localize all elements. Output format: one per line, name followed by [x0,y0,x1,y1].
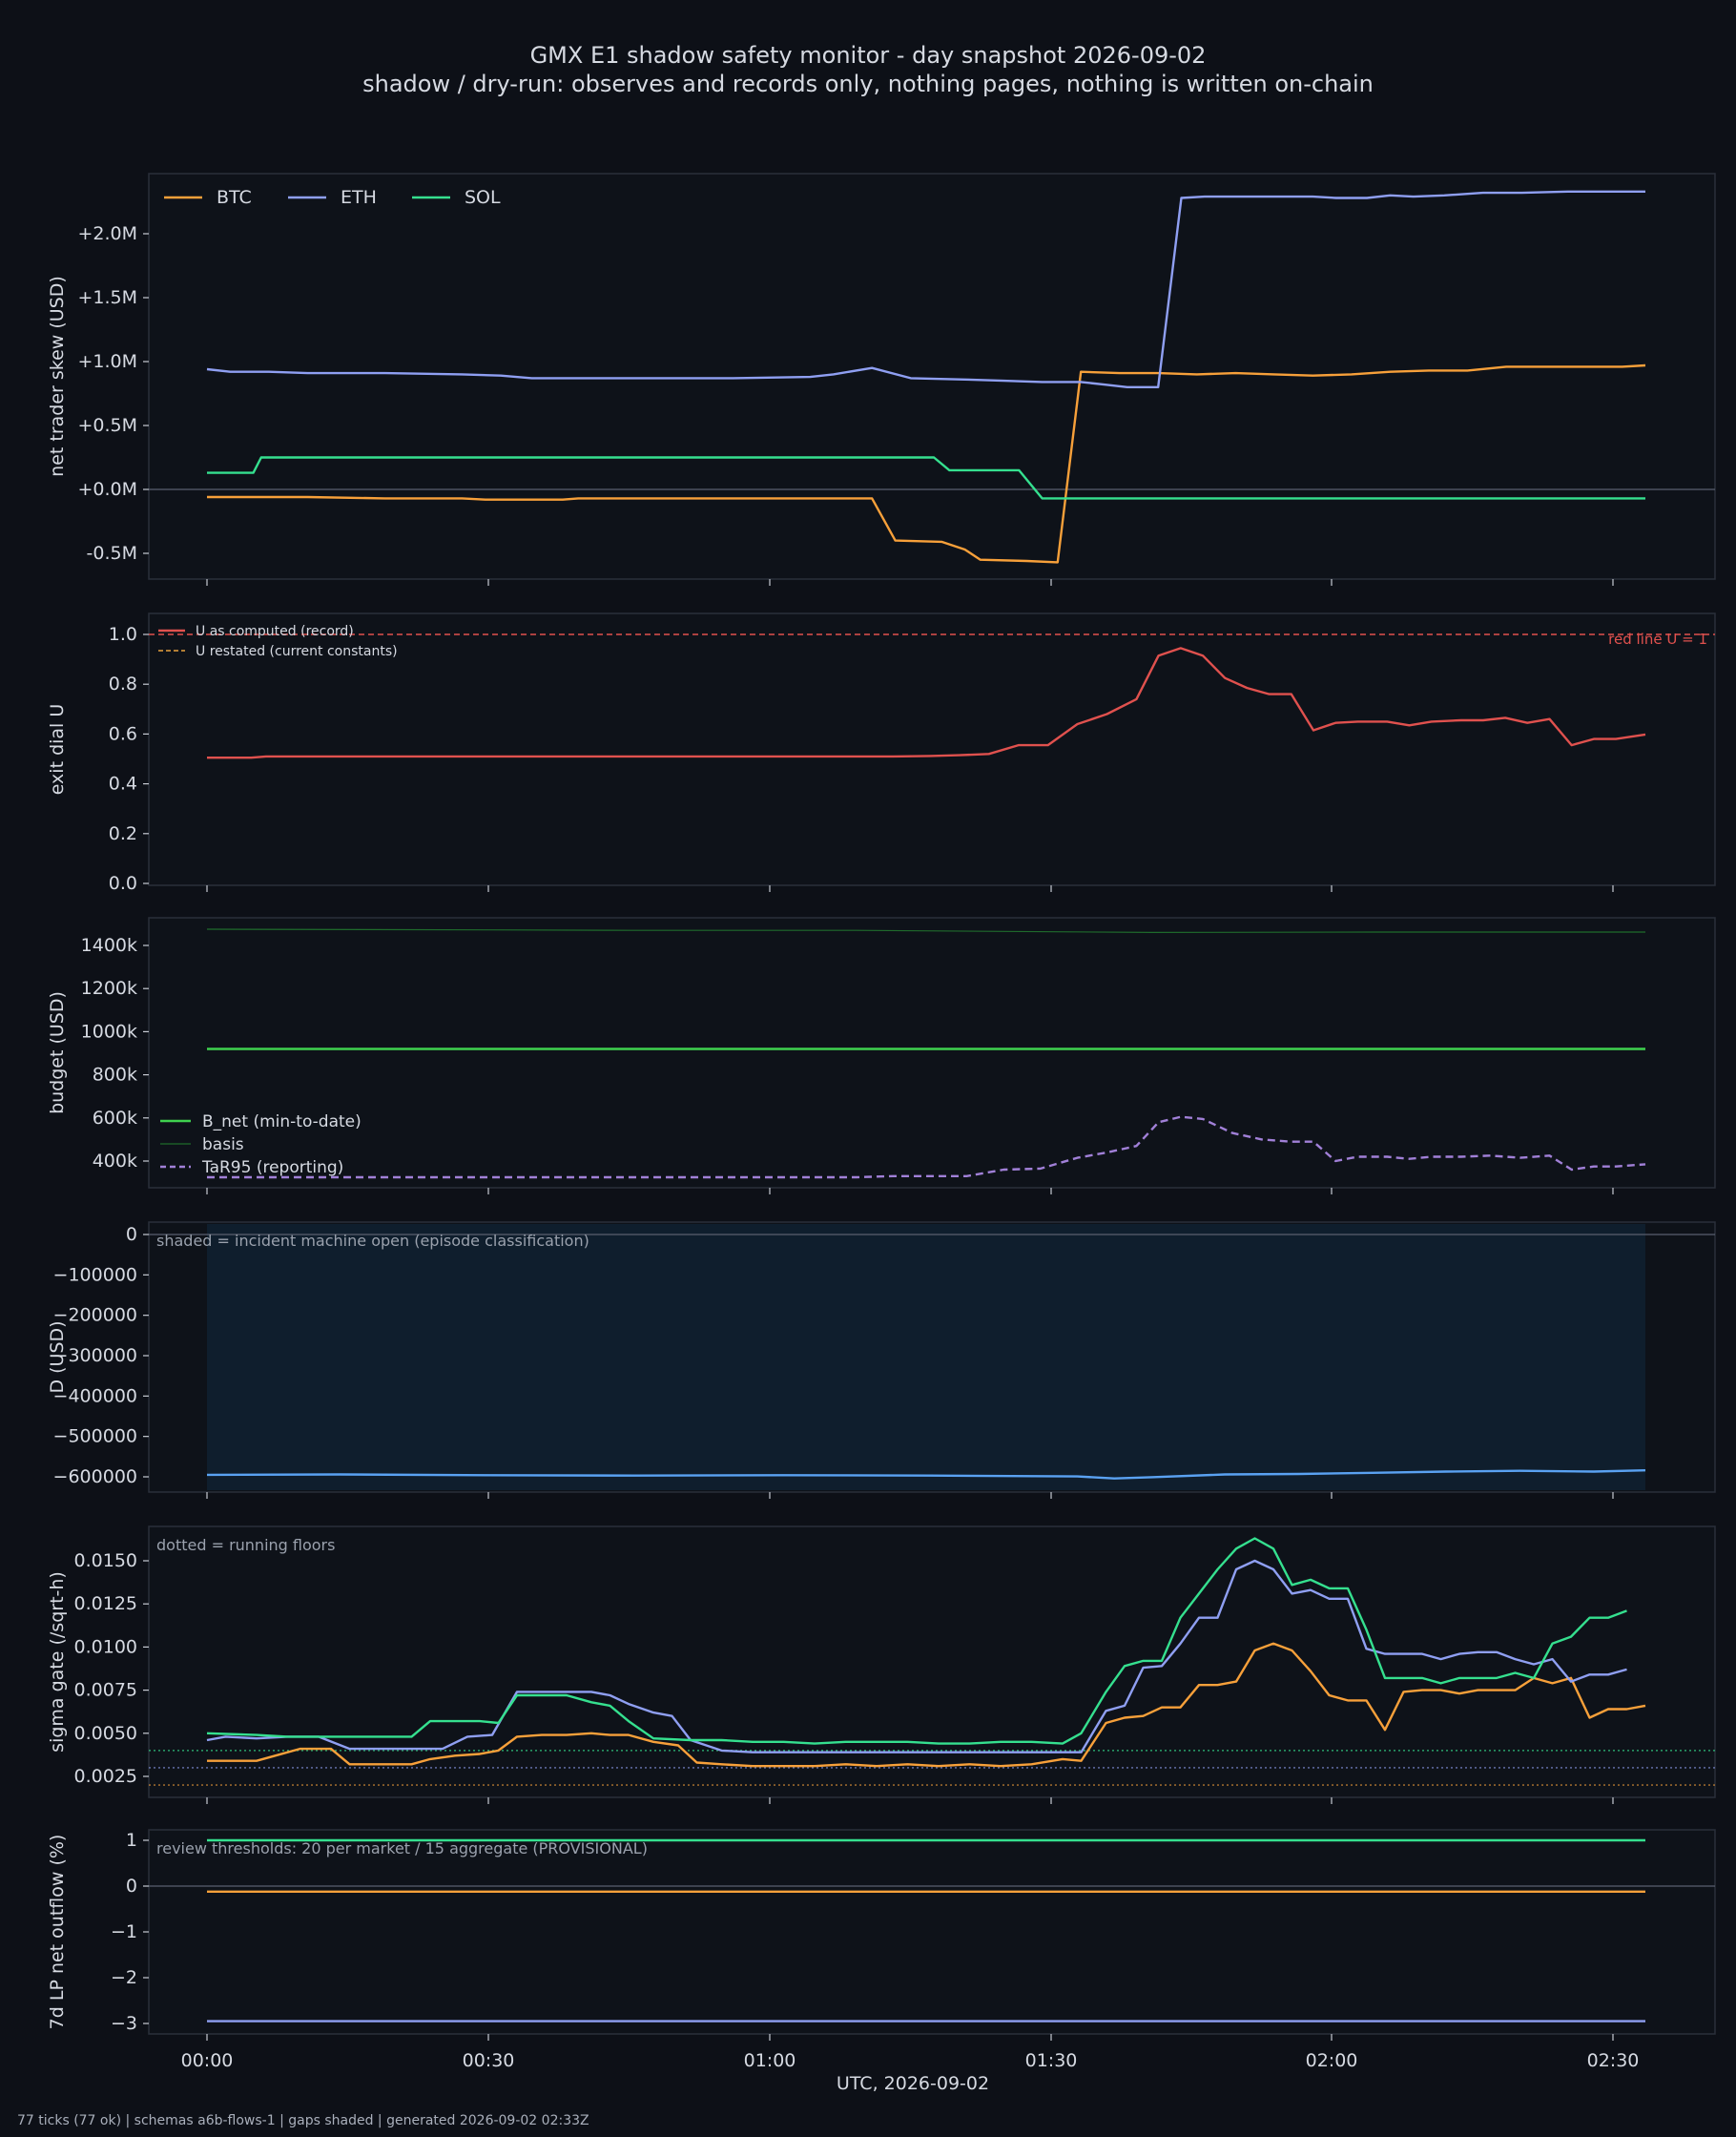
y-tick-label: 0 [126,1224,137,1245]
chart-title: GMX E1 shadow safety monitor - day snaps… [529,42,1207,69]
y-tick-label: 0.2 [109,823,137,844]
legend-label: U as computed (record) [196,624,354,639]
y-tick-label: 400k [93,1151,137,1172]
series-line-eth [206,190,1645,388]
y-tick-label: −500000 [53,1426,137,1447]
panel-note: review thresholds: 20 per market / 15 ag… [156,1839,648,1857]
y-tick-label: −3 [111,2013,137,2034]
panel-frame [148,1525,1716,1798]
panel-note: dotted = running floors [156,1536,335,1554]
series-line-sol [206,1537,1627,1745]
y-tick-label: −100000 [53,1264,137,1285]
series-line-btc [207,363,1646,564]
legend-label: B_net (min-to-date) [202,1112,362,1131]
legend-label: TaR95 (reporting) [201,1158,343,1177]
y-tick-label: 1400k [81,935,137,956]
y-tick-label: −400000 [53,1385,137,1406]
incident-shade [207,1224,1645,1490]
y-tick-label: 0.8 [109,674,137,695]
y-tick-label: 0.0050 [74,1723,137,1744]
y-tick-label: -0.5M [87,543,137,564]
y-tick-label: 0.6 [109,723,137,744]
y-tick-label: 1 [126,1830,137,1851]
series-line-tar95-reporting- [207,1115,1646,1179]
y-tick-label: 600k [93,1108,137,1129]
series-line-d [206,1469,1646,1480]
series-line-basis [206,928,1645,933]
y-tick-label: +0.0M [77,479,137,500]
panel-frame [148,1829,1716,2035]
y-tick-label: 0.4 [109,774,137,795]
y-axis-label: budget (USD) [47,991,68,1114]
y-tick-label: +0.5M [77,415,137,436]
x-axis-label: UTC, 2026-09-02 [837,2073,989,2094]
y-tick-label: 0.0150 [74,1550,137,1571]
series-line-u-as-computed-record- [207,647,1646,759]
footer-status: 77 ticks (77 ok) | schemas a6b-flows-1 |… [17,2113,589,2128]
y-axis-label: sigma gate (/sqrt-h) [47,1571,68,1753]
legend-label: basis [202,1135,244,1154]
y-tick-label: +2.0M [77,223,137,244]
legend-label: SOL [465,187,501,208]
y-tick-label: 0.0125 [74,1593,137,1614]
y-tick-label: −1 [111,1921,137,1942]
y-tick-label: 0.0075 [74,1680,137,1701]
y-tick-label: +1.5M [77,287,137,308]
y-tick-label: 1.0 [109,624,137,645]
y-tick-label: 0.0 [109,873,137,894]
x-tick-label: 01:00 [744,2050,796,2071]
y-tick-label: 1200k [81,978,137,999]
chart-subtitle: shadow / dry-run: observes and records o… [362,71,1374,97]
y-tick-label: +1.0M [77,351,137,372]
y-tick-label: 1000k [81,1021,137,1042]
y-axis-label: D (USD) [47,1320,68,1393]
y-axis-label: net trader skew (USD) [47,276,68,477]
y-tick-label: −200000 [53,1305,137,1326]
panel-frame [148,612,1716,886]
series-line-btc [207,1642,1646,1768]
x-tick-label: 02:00 [1306,2050,1358,2071]
x-tick-label: 00:00 [181,2050,234,2071]
y-axis-label: exit dial U [47,704,68,796]
y-tick-label: 0 [126,1876,137,1897]
legend-label: U restated (current constants) [196,644,398,659]
y-tick-label: 0.0100 [74,1636,137,1657]
panel-frame [148,173,1716,580]
x-tick-label: 00:30 [463,2050,515,2071]
panel-frame [148,917,1716,1189]
y-tick-label: −300000 [53,1345,137,1366]
red-line-label: red line U = 1 [1608,631,1707,648]
panel-note: shaded = incident machine open (episode … [156,1232,589,1250]
y-axis-label: 7d LP net outflow (%) [47,1835,68,2030]
legend-label: BTC [217,187,252,208]
x-tick-label: 02:30 [1587,2050,1640,2071]
series-line-eth [206,1559,1627,1753]
x-tick-label: 01:30 [1025,2050,1078,2071]
y-tick-label: 800k [93,1065,137,1086]
series-line-sol [207,456,1645,500]
y-tick-label: 0.0025 [74,1766,137,1787]
y-tick-label: −600000 [53,1466,137,1487]
y-tick-label: −2 [111,1967,137,1988]
legend-label: ETH [341,187,377,208]
